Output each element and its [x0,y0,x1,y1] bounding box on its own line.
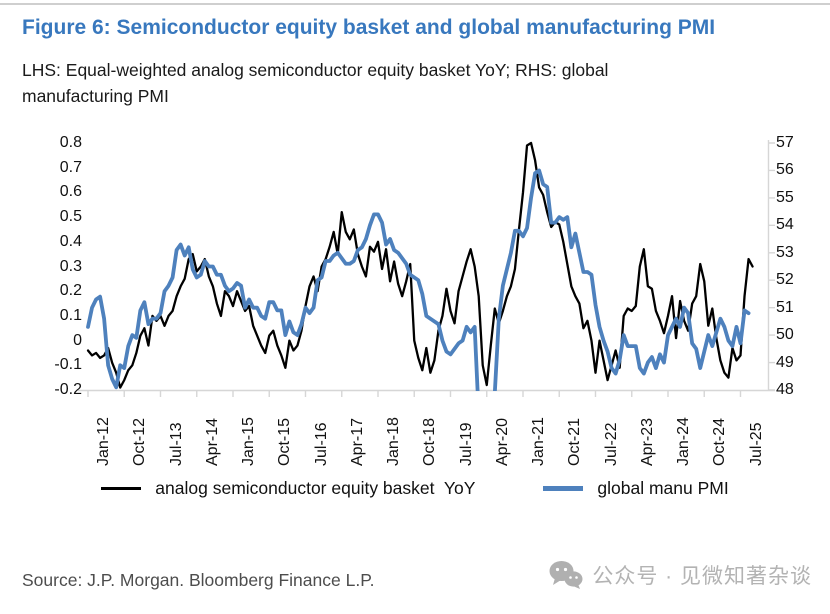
x-axis-tick-label: Oct-21 [566,417,584,466]
y-axis-left-tick-label: 0.3 [59,257,82,275]
x-axis-tick-label: Oct-12 [131,417,149,466]
y-axis-left-tick-label: 0.8 [59,134,82,151]
chart-legend: analog semiconductor equity basket YoY g… [0,478,830,499]
y-axis-right-tick-label: 48 [776,381,794,398]
x-axis-tick-label: Apr-17 [348,417,366,466]
y-axis-left-tick-label: 0.5 [59,208,82,226]
x-axis-tick-label: Oct-15 [276,417,294,466]
y-axis-right-tick-label: 57 [776,134,794,151]
x-axis-tick-label: Apr-14 [203,417,221,466]
watermark-text: 公众号 · 见微知著杂谈 [592,565,812,588]
x-axis-tick-label: Jul-16 [312,422,330,466]
x-axis-tick-label: Jan-18 [385,417,402,466]
y-axis-left-tick-label: 0.1 [59,306,82,324]
y-axis-left-tick-label: 0.7 [59,158,82,176]
legend-swatch-equity-line [101,487,142,490]
y-axis-left-tick-label: 0.6 [59,183,82,201]
x-axis-tick-label: Jan-21 [530,417,547,466]
x-axis-tick-label: Oct-24 [711,417,729,466]
x-axis-tick-label: Jul-22 [602,422,620,466]
x-axis-tick-label: Oct-18 [421,417,439,466]
legend-swatch-pmi-line [543,486,584,491]
x-axis-tick-label: Apr-20 [493,417,511,466]
legend-label-equity: analog semiconductor equity basket YoY [155,478,476,498]
x-axis-tick-label: Jan-15 [240,417,257,466]
y-axis-left-tick-label: -0.1 [54,356,82,374]
y-axis-left-tick-label: -0.2 [54,381,82,398]
x-axis-tick-label: Apr-23 [638,417,656,466]
x-axis-tick-label: Jul-19 [457,422,475,466]
wechat-icon [549,561,583,589]
x-axis-tick-label: Jan-12 [95,417,112,466]
x-axis-tick-label: Jan-24 [675,417,692,466]
y-axis-left-tick-label: 0.4 [59,232,82,250]
y-axis-left-tick-label: 0.2 [59,282,82,300]
legend-label-pmi: global manu PMI [597,478,729,498]
y-axis-left-tick-label: 0 [73,331,82,349]
y-axis-right-tick-label: 51 [776,298,794,316]
y-axis-right-tick-label: 49 [776,353,794,371]
x-axis-tick-label: Jul-13 [167,422,185,466]
y-axis-right-tick-label: 50 [776,326,794,344]
x-axis-tick-label: Jul-25 [747,422,765,466]
y-axis-right-tick-label: 52 [776,271,794,289]
watermark: 公众号 · 见微知著杂谈 [549,560,812,590]
y-axis-right-tick-label: 53 [776,243,794,261]
source-text: Source: J.P. Morgan. Bloomberg Finance L… [22,570,375,590]
y-axis-right-tick-label: 55 [776,188,794,206]
y-axis-right-tick-label: 56 [776,161,794,179]
y-axis-right-tick-label: 54 [776,216,794,234]
